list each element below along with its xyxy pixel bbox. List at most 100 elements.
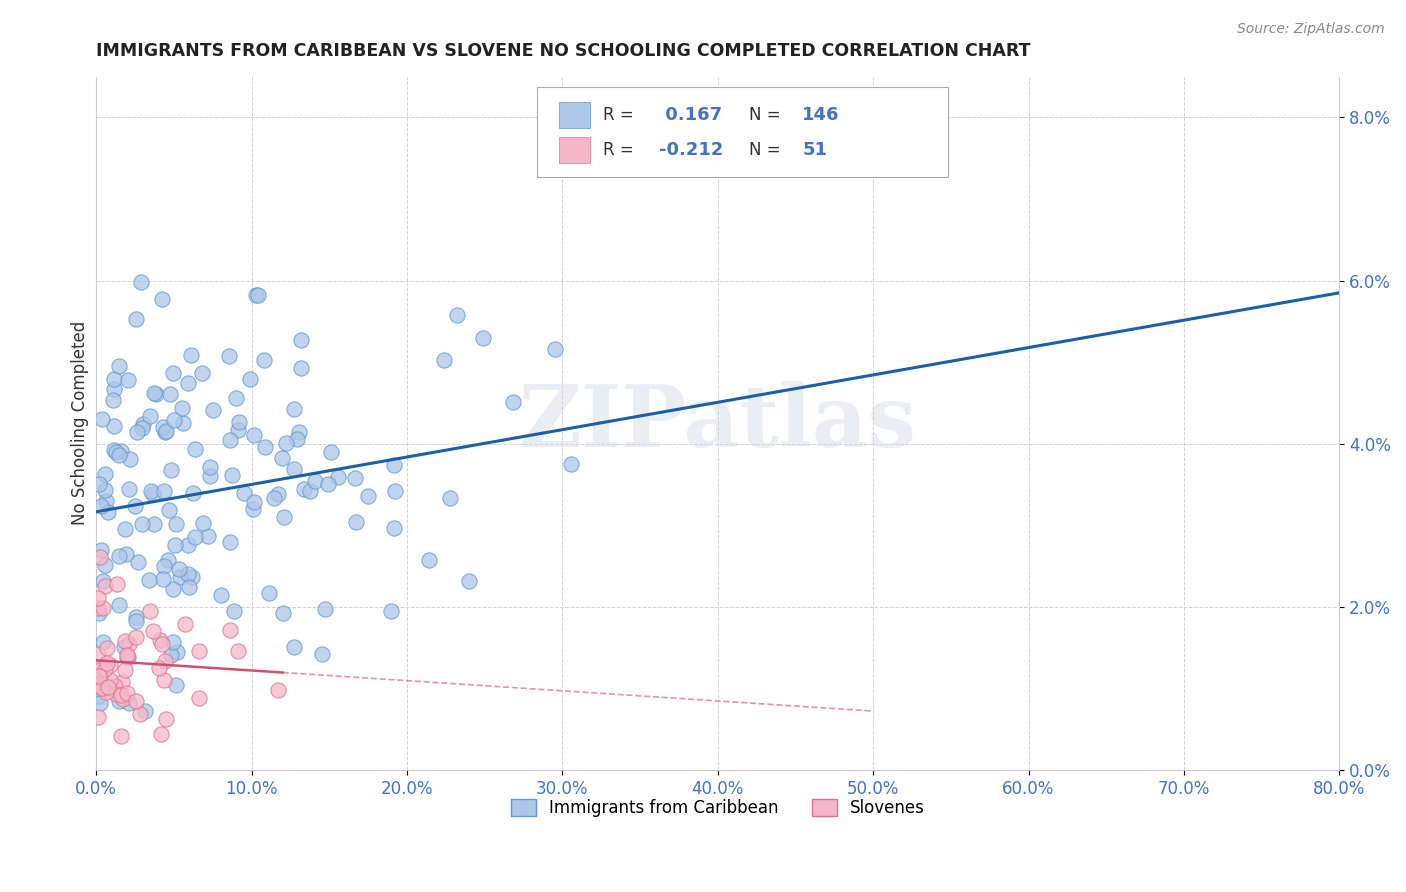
Point xyxy=(172,401,194,416)
Point xyxy=(148,661,170,675)
Point xyxy=(316,477,339,491)
Point xyxy=(149,632,172,647)
Point xyxy=(266,682,288,697)
Point xyxy=(103,393,125,408)
Point xyxy=(108,448,131,462)
Point xyxy=(221,468,243,483)
Point xyxy=(226,644,249,658)
Point xyxy=(94,483,117,497)
Point xyxy=(97,505,120,519)
Point xyxy=(283,401,305,416)
Point xyxy=(290,360,312,375)
Point xyxy=(107,694,129,708)
Point xyxy=(311,647,333,661)
Point xyxy=(382,521,405,535)
Point xyxy=(87,601,110,615)
Point xyxy=(110,729,132,743)
Point xyxy=(356,489,378,503)
Point xyxy=(125,610,148,624)
Point xyxy=(117,637,139,651)
Text: 146: 146 xyxy=(803,106,839,124)
Point xyxy=(253,352,276,367)
Text: 0.167: 0.167 xyxy=(659,106,723,124)
Point xyxy=(117,650,139,665)
Point xyxy=(384,484,406,499)
Point xyxy=(142,385,165,400)
Point xyxy=(380,604,402,618)
Point xyxy=(243,427,266,442)
Point xyxy=(115,547,138,561)
Point xyxy=(439,491,461,506)
Point xyxy=(108,549,131,563)
Point xyxy=(242,502,264,516)
Point xyxy=(191,366,214,380)
Point xyxy=(177,567,200,582)
Point xyxy=(124,500,146,514)
Point xyxy=(219,434,242,448)
Point xyxy=(114,522,136,536)
Point xyxy=(131,420,153,434)
Point xyxy=(153,559,176,574)
Point xyxy=(201,402,224,417)
Point xyxy=(117,686,139,700)
Point xyxy=(96,640,118,655)
Point xyxy=(162,366,184,380)
Point xyxy=(139,409,162,424)
Point xyxy=(89,696,111,710)
Point xyxy=(209,589,232,603)
Point xyxy=(384,458,406,472)
Point xyxy=(172,417,194,431)
Point xyxy=(263,491,285,505)
Point xyxy=(226,423,249,437)
Point xyxy=(90,499,112,513)
Point xyxy=(222,604,245,618)
Point xyxy=(177,376,200,390)
Point xyxy=(544,342,567,356)
Point xyxy=(97,681,120,695)
Point xyxy=(458,574,481,588)
Point xyxy=(131,517,153,532)
Point xyxy=(187,644,209,658)
Point xyxy=(90,412,112,426)
Point xyxy=(181,570,204,584)
Point xyxy=(197,529,219,543)
Point xyxy=(180,348,202,362)
Point xyxy=(127,425,149,440)
Point xyxy=(177,581,200,595)
Text: R =: R = xyxy=(603,106,634,124)
Point xyxy=(184,442,207,456)
Point xyxy=(139,484,162,499)
Point xyxy=(162,582,184,596)
Point xyxy=(91,574,114,589)
Point xyxy=(285,432,308,446)
Point xyxy=(111,691,134,706)
Point xyxy=(107,599,129,613)
Point xyxy=(472,331,495,345)
Point xyxy=(142,624,165,638)
Point xyxy=(115,649,138,664)
Point xyxy=(344,515,367,529)
Point xyxy=(239,372,262,386)
Point xyxy=(90,543,112,558)
Point xyxy=(155,425,177,439)
Point xyxy=(118,482,141,496)
Point xyxy=(115,648,138,662)
Point xyxy=(225,392,247,406)
Point xyxy=(87,710,110,724)
Point xyxy=(418,553,440,567)
Point xyxy=(162,635,184,649)
Point xyxy=(91,635,114,649)
Point xyxy=(132,417,155,431)
Text: 51: 51 xyxy=(803,141,827,159)
Point xyxy=(98,673,121,687)
Point xyxy=(152,572,174,586)
Point xyxy=(104,687,127,701)
Point xyxy=(198,459,221,474)
Point xyxy=(153,673,176,687)
Point xyxy=(94,662,117,676)
Point xyxy=(129,275,152,289)
Point xyxy=(103,443,125,458)
Point xyxy=(166,645,188,659)
Point xyxy=(267,487,290,501)
Point xyxy=(446,309,468,323)
